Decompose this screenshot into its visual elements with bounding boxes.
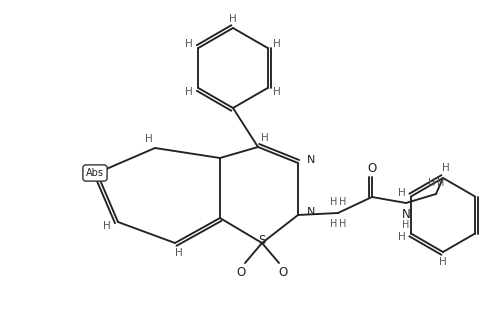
- Text: O: O: [236, 265, 246, 278]
- Text: H: H: [145, 134, 153, 144]
- Text: O: O: [278, 265, 288, 278]
- Text: H: H: [402, 220, 410, 230]
- Text: Abs: Abs: [86, 168, 104, 178]
- Text: H: H: [339, 219, 347, 229]
- Text: H: H: [339, 197, 347, 207]
- Text: H: H: [442, 163, 450, 173]
- Text: H: H: [398, 232, 406, 243]
- Text: H: H: [185, 87, 193, 97]
- Text: H: H: [330, 219, 338, 229]
- Text: H: H: [273, 39, 280, 49]
- Text: H: H: [330, 197, 338, 207]
- Text: H: H: [229, 14, 237, 24]
- Text: H: H: [185, 39, 193, 49]
- Text: N: N: [307, 207, 315, 217]
- Text: H: H: [398, 187, 406, 198]
- Text: H: H: [261, 133, 269, 143]
- Text: H: H: [428, 178, 436, 188]
- Text: H: H: [103, 221, 111, 231]
- Text: S: S: [258, 233, 266, 246]
- Text: H: H: [175, 248, 183, 258]
- Text: H: H: [437, 178, 444, 188]
- Text: N: N: [307, 155, 315, 165]
- Text: H: H: [273, 87, 280, 97]
- Text: N: N: [402, 208, 410, 220]
- Text: O: O: [367, 161, 377, 174]
- Text: H: H: [439, 257, 447, 267]
